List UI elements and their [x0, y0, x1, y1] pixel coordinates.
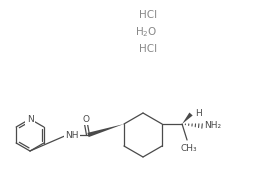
Polygon shape [182, 112, 193, 124]
Text: H: H [195, 108, 202, 118]
Text: $\mathregular{H_2O}$: $\mathregular{H_2O}$ [135, 25, 157, 39]
Polygon shape [87, 124, 124, 137]
Text: CH₃: CH₃ [181, 144, 197, 153]
Text: O: O [83, 115, 90, 124]
Text: HCl: HCl [139, 10, 157, 20]
Text: HCl: HCl [139, 44, 157, 54]
Text: NH₂: NH₂ [204, 121, 221, 130]
Text: N: N [27, 115, 33, 124]
Text: NH: NH [65, 130, 79, 140]
